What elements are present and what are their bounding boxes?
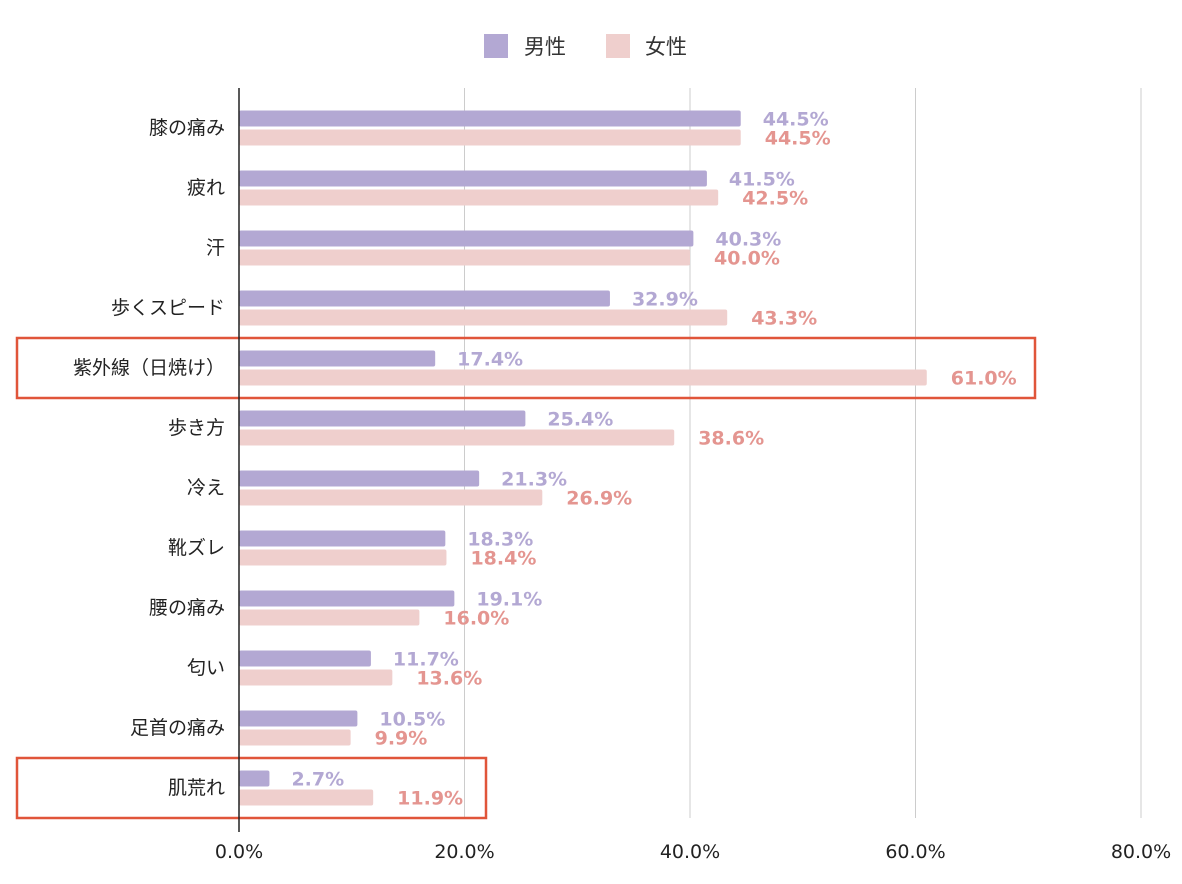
legend-swatch	[484, 34, 508, 58]
data-label-female: 13.6%	[416, 668, 482, 690]
legend-swatch	[606, 34, 630, 58]
bar-male	[239, 470, 480, 487]
data-label-male: 10.5%	[379, 709, 445, 731]
category-label: 紫外線（日焼け）	[73, 357, 225, 379]
data-label-female: 18.4%	[470, 548, 536, 570]
bar-male	[239, 230, 694, 247]
data-label-male: 2.7%	[291, 769, 344, 791]
bar-male	[239, 530, 446, 547]
data-label-male: 25.4%	[547, 409, 613, 431]
data-label-female: 40.0%	[714, 248, 780, 270]
category-label: 疲れ	[187, 177, 225, 199]
chart-gridlines	[464, 88, 1142, 818]
bar-female	[239, 729, 351, 746]
bar-male	[239, 350, 436, 367]
data-label-male: 32.9%	[632, 289, 698, 311]
data-label-male: 18.3%	[467, 529, 533, 551]
x-tick-label: 20.0%	[434, 841, 494, 863]
data-label-female: 43.3%	[751, 308, 817, 330]
bar-male	[239, 170, 707, 187]
bar-male	[239, 710, 358, 727]
data-label-male: 17.4%	[457, 349, 523, 371]
bar-female	[239, 129, 741, 146]
data-label-male: 41.5%	[729, 169, 795, 191]
data-label-male: 21.3%	[501, 469, 567, 491]
category-label: 膝の痛み	[149, 117, 225, 139]
data-label-male: 11.7%	[393, 649, 459, 671]
category-label: 肌荒れ	[168, 777, 225, 799]
data-label-male: 19.1%	[476, 589, 542, 611]
data-label-female: 44.5%	[765, 128, 831, 150]
category-label: 冷え	[187, 477, 225, 499]
bar-male	[239, 290, 610, 307]
data-label-male: 40.3%	[715, 229, 781, 251]
bar-female	[239, 429, 675, 446]
data-label-female: 9.9%	[375, 728, 428, 750]
chart-axis: 0.0% 20.0% 40.0% 60.0% 80.0%	[215, 88, 1171, 863]
bar-female	[239, 609, 420, 626]
bar-female	[239, 309, 728, 326]
category-label: 汗	[206, 237, 225, 259]
legend-label: 女性	[645, 35, 687, 59]
bar-female	[239, 789, 374, 806]
bar-male	[239, 410, 526, 427]
bar-female	[239, 489, 543, 506]
x-tick-label: 60.0%	[885, 841, 945, 863]
chart-bars: 膝の痛み 44.5%44.5% 疲れ 41.5%42.5% 汗 40.3%40.0% 歩くス…	[73, 109, 1017, 810]
highlight-box	[15, 756, 488, 820]
data-label-female: 26.9%	[566, 488, 632, 510]
bar-female	[239, 369, 927, 386]
category-label: 匂い	[187, 657, 225, 679]
bar-female	[239, 669, 393, 686]
bar-male	[239, 110, 741, 127]
data-label-female: 38.6%	[698, 428, 764, 450]
x-tick-label: 80.0%	[1111, 841, 1171, 863]
bar-female	[239, 189, 719, 206]
data-label-female: 42.5%	[742, 188, 808, 210]
legend-label: 男性	[524, 35, 566, 59]
chart-legend: 男性 女性	[484, 34, 687, 59]
highlight-boxes	[15, 336, 1037, 820]
category-label: 歩き方	[168, 417, 225, 439]
data-label-female: 16.0%	[443, 608, 509, 630]
data-label-female: 61.0%	[951, 368, 1017, 390]
category-label: 靴ズレ	[168, 537, 225, 559]
bar-male	[239, 650, 371, 667]
x-tick-label: 40.0%	[660, 841, 720, 863]
category-label: 足首の痛み	[130, 717, 225, 739]
bar-male	[239, 770, 270, 787]
category-label: 腰の痛み	[149, 597, 225, 619]
bar-male	[239, 590, 455, 607]
bar-female	[239, 249, 690, 266]
data-label-male: 44.5%	[763, 109, 829, 131]
data-label-female: 11.9%	[397, 788, 463, 810]
category-label: 歩くスピード	[111, 297, 225, 319]
highlight-box	[15, 336, 1037, 400]
x-tick-label: 0.0%	[215, 841, 263, 863]
bar-female	[239, 549, 447, 566]
